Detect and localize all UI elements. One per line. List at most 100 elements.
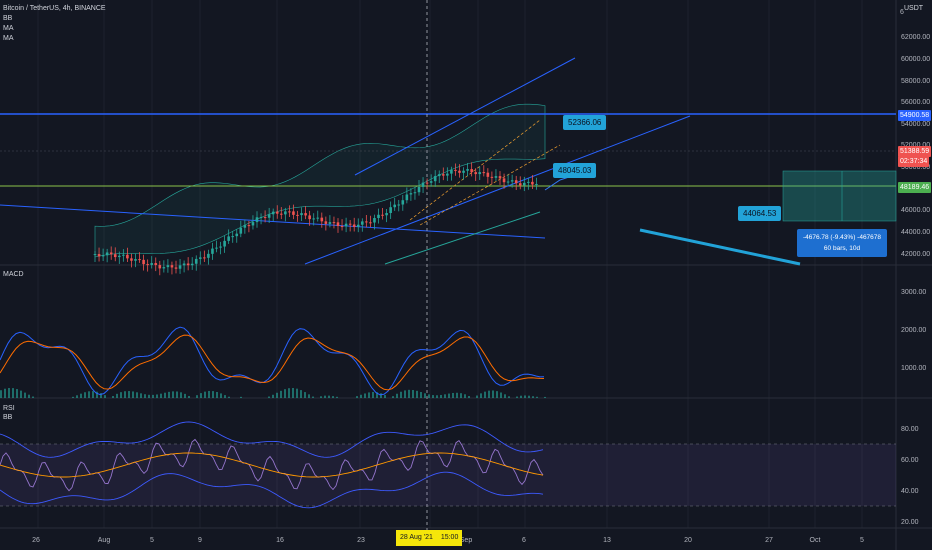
macd-axis-label: 3000.00 bbox=[901, 289, 926, 296]
candle-body bbox=[251, 222, 255, 226]
macd-histogram-bar bbox=[412, 390, 414, 398]
candle-body bbox=[474, 172, 477, 175]
dashed-channel-upper bbox=[409, 119, 541, 221]
macd-histogram-bar bbox=[128, 391, 130, 398]
candle-body bbox=[223, 240, 226, 247]
candle-body bbox=[494, 176, 498, 178]
candle-body bbox=[146, 264, 149, 266]
rsi-pane-label[interactable]: RSI bbox=[3, 405, 15, 412]
macd-histogram-bar bbox=[544, 396, 546, 398]
candle-body bbox=[498, 176, 502, 179]
indicator-bb-label[interactable]: BB bbox=[3, 15, 13, 22]
candle-body bbox=[203, 257, 206, 259]
candle-body bbox=[97, 254, 101, 257]
macd-histogram-bar bbox=[504, 394, 506, 398]
candle-body bbox=[373, 218, 376, 223]
candle-body bbox=[219, 246, 222, 248]
candle-body bbox=[211, 248, 214, 254]
time-axis-label: 9 bbox=[198, 537, 202, 544]
candle-body bbox=[336, 222, 340, 227]
macd-histogram-bar bbox=[92, 391, 94, 398]
candle-body bbox=[401, 200, 405, 205]
macd-histogram-bar bbox=[172, 391, 174, 398]
time-axis-label: Oct bbox=[810, 537, 821, 544]
time-axis-label: 20 bbox=[684, 537, 692, 544]
macd-histogram-bar bbox=[84, 392, 86, 398]
candle-body bbox=[235, 233, 239, 237]
candle-body bbox=[170, 265, 174, 268]
symbol-title[interactable]: Bitcoin / TetherUS, 4h, BINANCE bbox=[3, 5, 106, 12]
macd-histogram-bar bbox=[12, 388, 14, 398]
last-price-tag: 51388.59 bbox=[898, 146, 932, 157]
macd-histogram-bar bbox=[500, 392, 502, 398]
cursor-time: 15:00 bbox=[440, 534, 459, 541]
macd-histogram-bar bbox=[280, 390, 282, 398]
macd-histogram-bar bbox=[508, 396, 510, 398]
macd-histogram-bar bbox=[428, 394, 430, 398]
macd-histogram-bar bbox=[516, 396, 518, 398]
macd-histogram-bar bbox=[8, 387, 10, 398]
macd-histogram-bar bbox=[116, 393, 118, 398]
candle-body bbox=[535, 183, 538, 185]
macd-histogram-bar bbox=[420, 392, 422, 398]
candle-body bbox=[450, 169, 453, 174]
price-axis-label: 50000.00 bbox=[901, 164, 930, 171]
candle-body bbox=[332, 222, 336, 224]
candlesticks bbox=[93, 162, 538, 276]
macd-pane-label[interactable]: MACD bbox=[3, 271, 24, 278]
candle-body bbox=[207, 253, 210, 258]
candle-body bbox=[93, 254, 97, 256]
macd-histogram-bar bbox=[72, 396, 74, 398]
macd-histogram-bar bbox=[524, 395, 526, 398]
macd-histogram-bar bbox=[468, 395, 470, 398]
macd-histogram-bar bbox=[400, 391, 402, 398]
time-axis-label: Sep bbox=[460, 537, 473, 544]
macd-histogram-bar bbox=[488, 390, 490, 398]
macd-signal-line bbox=[0, 334, 545, 391]
macd-histogram-bar bbox=[32, 396, 34, 398]
currency-label: USDT bbox=[904, 5, 924, 12]
candle-body bbox=[527, 181, 530, 183]
candle-body bbox=[288, 211, 291, 213]
time-axis-label: 5 bbox=[860, 537, 864, 544]
rsi-bb-lower bbox=[0, 471, 544, 509]
macd-histogram-bar bbox=[104, 395, 106, 398]
candle-body bbox=[365, 221, 368, 223]
time-axis-label: 27 bbox=[765, 537, 773, 544]
candle-body bbox=[109, 252, 113, 255]
callout-lower[interactable]: 44064.53 bbox=[738, 206, 782, 221]
macd-histogram-bar bbox=[332, 396, 334, 398]
indicator-ma2-label[interactable]: MA bbox=[3, 35, 14, 42]
candle-body bbox=[446, 173, 449, 176]
macd-histogram-bar bbox=[276, 392, 278, 398]
indicator-ma-label[interactable]: MA bbox=[3, 25, 14, 32]
macd-histogram-bar bbox=[408, 389, 410, 398]
candle-body bbox=[458, 170, 461, 173]
callout-middle[interactable]: 48045.03 bbox=[553, 163, 597, 178]
candle-body bbox=[425, 182, 429, 184]
macd-histogram-bar bbox=[216, 391, 218, 398]
macd-histogram-bar bbox=[224, 395, 226, 398]
macd-histogram-bar bbox=[284, 389, 286, 398]
macd-histogram-bar bbox=[308, 394, 310, 398]
candle-body bbox=[356, 224, 360, 227]
time-axis-label: 13 bbox=[603, 537, 611, 544]
rsi-bb-label[interactable]: BB bbox=[3, 414, 13, 421]
macd-histogram-bar bbox=[76, 395, 78, 398]
candle-body bbox=[437, 174, 441, 177]
candle-body bbox=[413, 192, 417, 194]
macd-histogram-bar bbox=[376, 392, 378, 398]
macd-histogram-bar bbox=[288, 388, 290, 398]
macd-histogram-bar bbox=[4, 388, 6, 398]
rsi-axis-label: 20.00 bbox=[901, 519, 919, 526]
measure-line1: -4676.78 (-9.43%) -467678 bbox=[802, 234, 882, 241]
callout-upper[interactable]: 52366.06 bbox=[563, 115, 607, 130]
channel-lower-line bbox=[304, 115, 691, 265]
macd-histogram-bar bbox=[220, 393, 222, 398]
measure-tool-label[interactable]: -4676.78 (-9.43%) -467678 60 bars, 10d bbox=[797, 229, 887, 257]
candle-body bbox=[231, 236, 234, 238]
measure-line2: 60 bars, 10d bbox=[823, 245, 861, 252]
macd-histogram-bar bbox=[0, 390, 2, 398]
macd-histogram-bar bbox=[528, 395, 530, 398]
